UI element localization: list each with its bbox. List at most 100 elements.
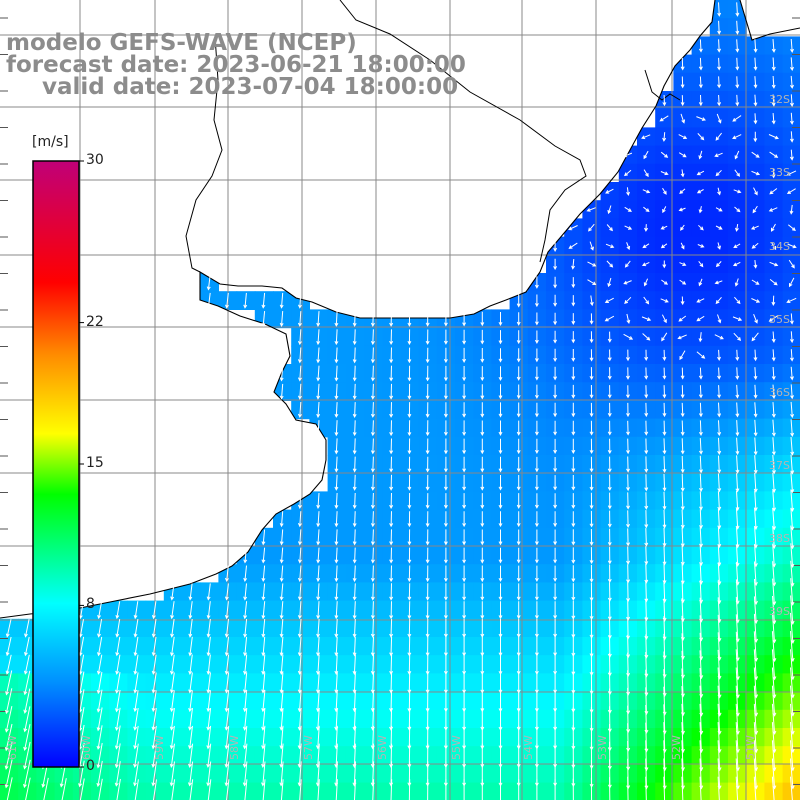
wind-arrow: [554, 779, 556, 800]
wind-arrow: [443, 456, 448, 473]
wind-arrow: [753, 437, 758, 456]
wind-arrow: [151, 743, 157, 768]
wind-arrow: [553, 294, 558, 307]
wind-arrow: [115, 654, 121, 675]
wind-arrow: [518, 779, 520, 800]
wind-arrow: [443, 347, 448, 364]
wind-arrow: [662, 367, 667, 380]
wind-arrow: [643, 296, 650, 305]
wind-arrow: [698, 76, 703, 89]
wind-arrow: [516, 583, 521, 601]
colorbar-tick-label: 15: [86, 455, 104, 471]
wind-arrow: [425, 365, 430, 382]
wind-arrow: [370, 365, 375, 382]
wind-arrow: [297, 583, 302, 601]
wind-arrow: [735, 57, 740, 71]
wind-arrow: [224, 583, 229, 601]
wind-arrow: [607, 510, 612, 528]
wind-arrow: [604, 297, 614, 303]
wind-arrow: [334, 636, 339, 657]
wind-arrow: [151, 636, 157, 657]
wind-arrow: [624, 206, 632, 212]
wind-arrow: [604, 315, 615, 322]
wind-arrow: [279, 311, 284, 327]
wind-arrow: [735, 473, 740, 493]
wind-arrow: [680, 455, 685, 474]
wind-arrow: [352, 456, 357, 473]
wind-arrow: [768, 315, 778, 322]
wind-arrow: [735, 367, 740, 380]
wind-arrow: [589, 528, 594, 546]
wind-arrow: [715, 296, 722, 305]
wind-arrow: [407, 402, 412, 418]
wind-arrow: [534, 366, 539, 381]
wind-arrow: [571, 511, 576, 528]
lat-label: 39S: [769, 605, 790, 618]
wind-arrow: [644, 224, 649, 232]
wind-arrow: [589, 295, 594, 307]
lon-label: 55W: [450, 735, 463, 760]
wind-arrow: [498, 312, 503, 327]
wind-arrow: [607, 438, 612, 455]
wind-arrow: [316, 383, 321, 400]
wind-arrow: [498, 529, 503, 546]
wind-arrow: [334, 583, 339, 601]
wind-arrow: [352, 618, 357, 638]
wind-arrow: [370, 420, 375, 437]
wind-arrow: [352, 601, 357, 620]
wind-arrow: [352, 529, 357, 546]
wind-arrow: [425, 420, 430, 437]
wind-arrow: [407, 474, 412, 491]
wind-arrow: [662, 545, 667, 566]
wind-arrow: [607, 349, 612, 362]
wind-arrow: [462, 329, 467, 345]
wind-arrow: [534, 438, 539, 455]
wind-arrow: [624, 169, 632, 177]
wind-arrow: [553, 583, 558, 601]
wind-arrow: [389, 511, 394, 528]
wind-arrow: [735, 20, 740, 35]
wind-arrow: [732, 115, 742, 122]
land-east: [740, 0, 800, 40]
wind-arrow: [23, 654, 30, 675]
lat-label: 38S: [769, 532, 790, 545]
wind-arrow: [516, 312, 521, 326]
wind-arrow: [516, 420, 521, 436]
wind-arrow: [771, 75, 776, 89]
wind-arrow: [115, 601, 121, 620]
wind-arrow: [717, 349, 721, 361]
wind-arrow: [352, 511, 357, 528]
wind-arrows: [4, 2, 797, 800]
wind-arrow: [587, 279, 597, 286]
wind-arrow: [279, 565, 284, 583]
wind-arrow: [297, 401, 302, 419]
wind-arrow: [188, 708, 193, 731]
wind-arrow: [735, 420, 740, 437]
wind-arrow: [370, 583, 375, 601]
wind-arrow: [680, 57, 685, 71]
wind-arrow: [407, 529, 412, 546]
wind-arrow: [571, 420, 576, 436]
wind-arrow: [607, 564, 612, 584]
wind-arrow: [334, 474, 339, 491]
wind-arrow: [170, 583, 175, 601]
wind-arrow: [735, 776, 739, 800]
wind-arrow: [790, 776, 793, 800]
wind-arrow: [462, 456, 467, 473]
wind-arrow: [516, 402, 521, 418]
wind-arrow: [771, 402, 776, 418]
wind-arrow: [571, 565, 576, 583]
model-title: modelo GEFS-WAVE (NCEP): [6, 30, 357, 56]
wind-arrow: [717, 57, 722, 71]
wind-arrow: [498, 456, 503, 473]
wind-arrow: [534, 493, 539, 509]
wind-arrow: [425, 329, 430, 345]
lon-label: 53W: [596, 735, 609, 760]
wind-arrow: [589, 420, 594, 436]
wind-arrow: [170, 618, 175, 638]
wind-arrow: [425, 402, 430, 418]
wind-arrow: [498, 330, 503, 345]
wind-arrow: [114, 743, 121, 769]
wind-arrow: [734, 169, 741, 177]
wind-arrow: [790, 419, 795, 437]
